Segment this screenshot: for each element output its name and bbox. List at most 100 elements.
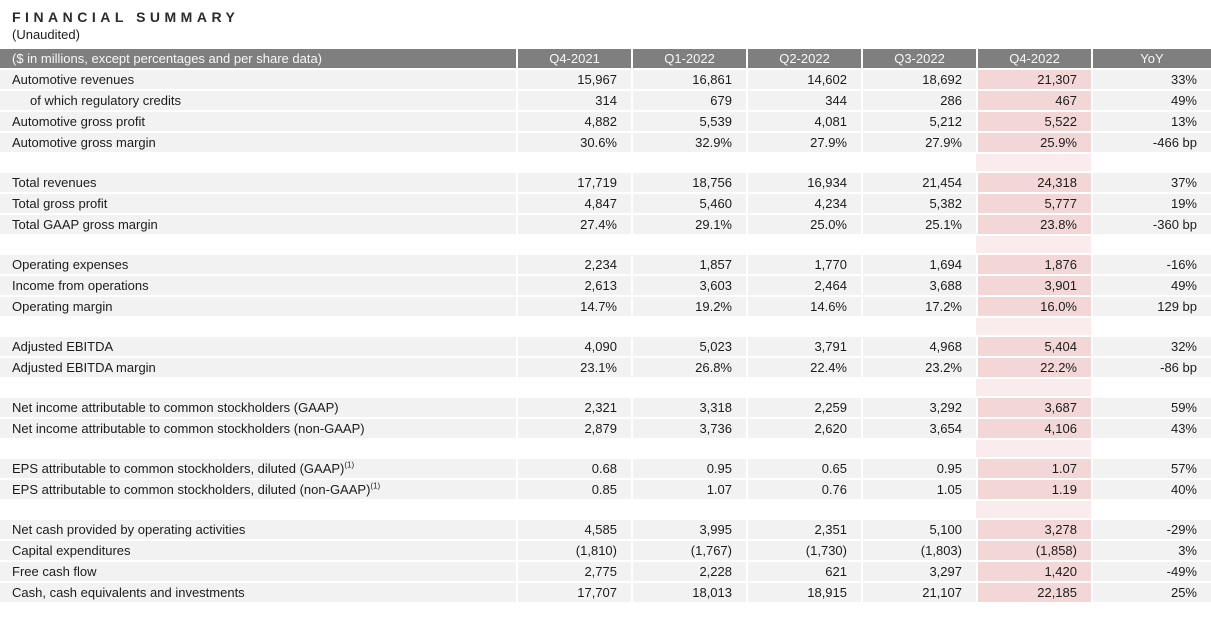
value-cell: 17,719 bbox=[516, 173, 631, 194]
row-label: Free cash flow bbox=[0, 562, 516, 583]
gap-cell bbox=[0, 236, 516, 255]
table-row: Adjusted EBITDA 4,090 5,023 3,791 4,968 5,404… bbox=[0, 337, 1211, 358]
value-cell: 0.95 bbox=[631, 459, 746, 480]
yoy-value-cell: 25% bbox=[1091, 583, 1211, 604]
table-row: Automotive gross profit 4,882 5,539 4,081 5,… bbox=[0, 112, 1211, 133]
value-cell: 3,901 bbox=[976, 276, 1091, 297]
gap-cell bbox=[861, 236, 976, 255]
table-row: Total gross profit 4,847 5,460 4,234 5,382 5,… bbox=[0, 194, 1211, 215]
row-label: EPS attributable to common stockholders,… bbox=[0, 459, 516, 480]
yoy-value-cell: -16% bbox=[1091, 255, 1211, 276]
value-cell: 27.9% bbox=[861, 133, 976, 154]
gap-cell bbox=[746, 440, 861, 459]
row-label: Automotive gross margin bbox=[0, 133, 516, 154]
gap-cell bbox=[1091, 236, 1211, 255]
gap-cell bbox=[746, 154, 861, 173]
gap-cell bbox=[976, 440, 1091, 459]
gap-cell bbox=[516, 236, 631, 255]
row-label: EPS attributable to common stockholders,… bbox=[0, 480, 516, 501]
value-cell: 23.2% bbox=[861, 358, 976, 379]
value-cell: 5,404 bbox=[976, 337, 1091, 358]
table-row: Adjusted EBITDA margin 23.1% 26.8% 22.4% 23.… bbox=[0, 358, 1211, 379]
yoy-value-cell: 13% bbox=[1091, 112, 1211, 133]
column-header-q3-2022: Q3-2022 bbox=[861, 49, 976, 70]
gap-cell bbox=[1091, 318, 1211, 337]
value-cell: (1,767) bbox=[631, 541, 746, 562]
value-cell: 14.7% bbox=[516, 297, 631, 318]
column-header-q2-2022: Q2-2022 bbox=[746, 49, 861, 70]
table-row: Free cash flow 2,775 2,228 621 3,297 1,420 -49… bbox=[0, 562, 1211, 583]
value-cell: 286 bbox=[861, 91, 976, 112]
value-cell: 14,602 bbox=[746, 70, 861, 91]
value-cell: 2,351 bbox=[746, 520, 861, 541]
row-label: Net income attributable to common stockh… bbox=[0, 398, 516, 419]
value-cell: 0.95 bbox=[861, 459, 976, 480]
gap-cell bbox=[631, 236, 746, 255]
gap-cell bbox=[746, 501, 861, 520]
value-cell: 621 bbox=[746, 562, 861, 583]
gap-cell bbox=[746, 318, 861, 337]
value-cell: 3,736 bbox=[631, 419, 746, 440]
value-cell: 4,090 bbox=[516, 337, 631, 358]
gap-cell bbox=[1091, 379, 1211, 398]
table-row: Net income attributable to common stockh… bbox=[0, 398, 1211, 419]
yoy-value-cell: 129 bp bbox=[1091, 297, 1211, 318]
value-cell: 3,603 bbox=[631, 276, 746, 297]
unaudited-label: (Unaudited) bbox=[12, 27, 80, 42]
row-label: Net cash provided by operating activitie… bbox=[0, 520, 516, 541]
table-row: of which regulatory credits 314 679 344 286 4… bbox=[0, 91, 1211, 112]
gap-cell bbox=[631, 318, 746, 337]
yoy-value-cell: 32% bbox=[1091, 337, 1211, 358]
yoy-value-cell: -86 bp bbox=[1091, 358, 1211, 379]
gap-cell bbox=[861, 318, 976, 337]
value-cell: 3,687 bbox=[976, 398, 1091, 419]
gap-cell bbox=[631, 154, 746, 173]
table-row: Net cash provided by operating activitie… bbox=[0, 520, 1211, 541]
value-cell: 1,694 bbox=[861, 255, 976, 276]
table-row: Automotive revenues 15,967 16,861 14,602 18,… bbox=[0, 70, 1211, 91]
value-cell: 16.0% bbox=[976, 297, 1091, 318]
value-cell: 18,013 bbox=[631, 583, 746, 604]
table-row: Cash, cash equivalents and investments 17… bbox=[0, 583, 1211, 604]
row-label: Total gross profit bbox=[0, 194, 516, 215]
gap-cell bbox=[516, 379, 631, 398]
value-cell: 23.1% bbox=[516, 358, 631, 379]
value-cell: 3,654 bbox=[861, 419, 976, 440]
page-title: FINANCIAL SUMMARY bbox=[12, 9, 240, 25]
value-cell: 1,420 bbox=[976, 562, 1091, 583]
table-header-row: ($ in millions, except percentages and p… bbox=[0, 49, 1211, 70]
gap-cell bbox=[1091, 501, 1211, 520]
row-label: of which regulatory credits bbox=[0, 91, 516, 112]
value-cell: 5,100 bbox=[861, 520, 976, 541]
value-cell: 2,613 bbox=[516, 276, 631, 297]
gap-cell bbox=[976, 379, 1091, 398]
value-cell: 1,857 bbox=[631, 255, 746, 276]
row-label: Adjusted EBITDA margin bbox=[0, 358, 516, 379]
value-cell: 3,688 bbox=[861, 276, 976, 297]
gap-cell bbox=[516, 440, 631, 459]
value-cell: 3,297 bbox=[861, 562, 976, 583]
footnote-marker: (1) bbox=[370, 481, 381, 491]
row-label: Automotive gross profit bbox=[0, 112, 516, 133]
gap-cell bbox=[0, 318, 516, 337]
value-cell: 26.8% bbox=[631, 358, 746, 379]
value-cell: 21,107 bbox=[861, 583, 976, 604]
table-row: EPS attributable to common stockholders,… bbox=[0, 480, 1211, 501]
value-cell: 21,454 bbox=[861, 173, 976, 194]
row-label: Total GAAP gross margin bbox=[0, 215, 516, 236]
value-cell: 679 bbox=[631, 91, 746, 112]
gap-cell bbox=[861, 501, 976, 520]
gap-cell bbox=[516, 318, 631, 337]
gap-cell bbox=[0, 440, 516, 459]
table-row: Operating expenses 2,234 1,857 1,770 1,694 1,… bbox=[0, 255, 1211, 276]
yoy-value-cell: 49% bbox=[1091, 276, 1211, 297]
yoy-value-cell: 43% bbox=[1091, 419, 1211, 440]
value-cell: 1,876 bbox=[976, 255, 1091, 276]
footnote-marker: (1) bbox=[344, 460, 355, 470]
value-cell: 1.07 bbox=[976, 459, 1091, 480]
column-header-q4-2022: Q4-2022 bbox=[976, 49, 1091, 70]
gap-cell bbox=[861, 440, 976, 459]
value-cell: 0.68 bbox=[516, 459, 631, 480]
value-cell: 3,995 bbox=[631, 520, 746, 541]
value-cell: 17.2% bbox=[861, 297, 976, 318]
